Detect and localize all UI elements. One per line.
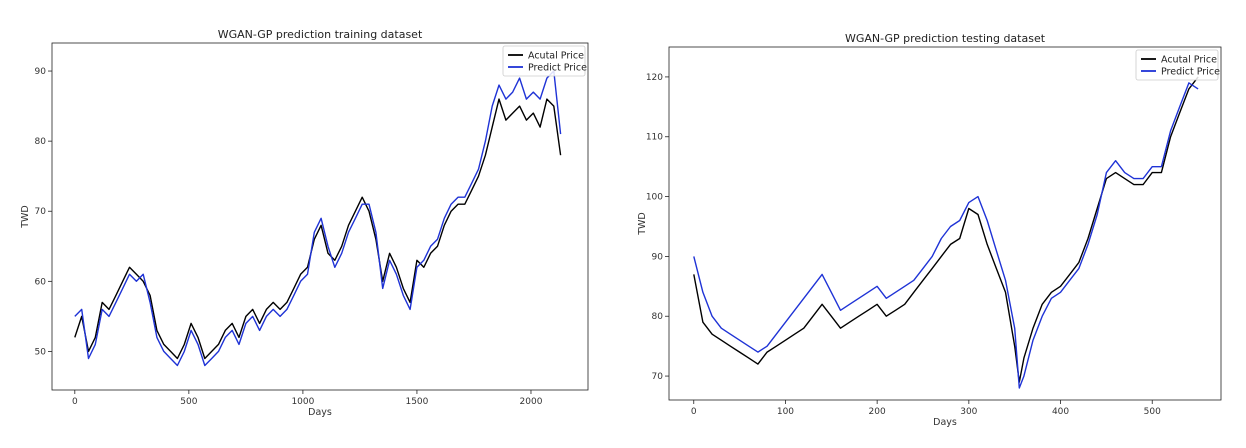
y-tick-label: 60	[35, 277, 47, 287]
x-tick-label: 400	[1052, 407, 1069, 417]
chart-title: WGAN-GP prediction training dataset	[218, 28, 423, 41]
y-tick-label: 110	[646, 133, 663, 143]
legend-box	[1135, 49, 1219, 81]
legend-label: Predict Price	[1161, 67, 1220, 78]
y-axis-label: TWD	[637, 212, 648, 236]
series-group	[693, 76, 1199, 389]
y-axis-label: TWD	[20, 205, 31, 229]
x-tick-label: 2000	[520, 397, 543, 407]
legend-label: Acutal Price	[528, 51, 584, 62]
series-group	[74, 70, 562, 367]
y-tick-label: 80	[652, 312, 664, 322]
x-tick-label: 1000	[291, 397, 314, 407]
legend-label: Predict Price	[528, 63, 587, 74]
plot-frame	[668, 46, 1222, 401]
x-tick-label: 500	[180, 397, 197, 407]
x-tick-label: 0	[72, 397, 78, 407]
y-tick-label: 80	[35, 137, 47, 147]
chart-2: WGAN-GP prediction testing dataset 0 100 20…	[637, 32, 1222, 428]
y-tick-label: 90	[35, 67, 47, 77]
x-axis-label: Days	[933, 417, 957, 428]
x-tick-label: 100	[777, 407, 794, 417]
chart-1: WGAN-GP prediction training dataset 0 500 1…	[20, 28, 589, 418]
plot-frame	[51, 42, 589, 391]
legend-label: Acutal Price	[1161, 55, 1217, 66]
x-tick-label: 0	[691, 407, 697, 417]
series-line-predict-price	[74, 70, 562, 367]
series-line-acutal-price	[74, 98, 562, 360]
x-tick-label: 200	[869, 407, 886, 417]
x-axis-label: Days	[308, 407, 332, 418]
y-tick-label: 100	[646, 193, 663, 203]
y-tick-label: 50	[35, 347, 47, 357]
series-line-acutal-price	[693, 76, 1199, 383]
y-tick-label: 90	[652, 252, 664, 262]
series-line-predict-price	[693, 82, 1199, 389]
x-tick-label: 1500	[405, 397, 428, 407]
y-tick-label: 70	[652, 372, 664, 382]
y-tick-label: 120	[646, 73, 663, 83]
chart-title: WGAN-GP prediction testing dataset	[845, 32, 1046, 45]
x-tick-label: 500	[1144, 407, 1161, 417]
legend-box	[502, 45, 586, 77]
y-tick-label: 70	[35, 207, 47, 217]
x-tick-label: 300	[960, 407, 977, 417]
